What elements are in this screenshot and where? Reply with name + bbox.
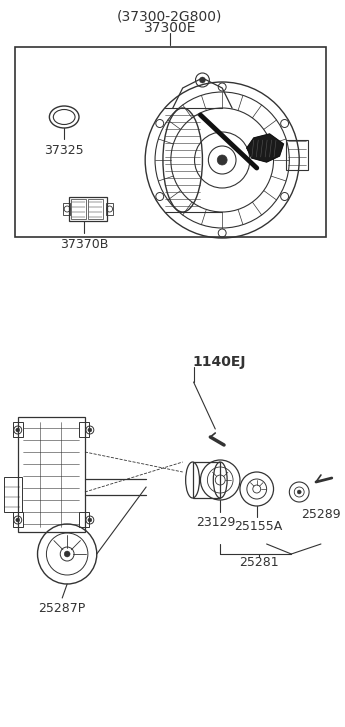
Bar <box>13 512 23 527</box>
Text: 37370B: 37370B <box>60 238 108 251</box>
Text: 37300E: 37300E <box>144 21 196 35</box>
Bar <box>69 197 107 221</box>
Bar <box>106 203 112 215</box>
Text: 25287P: 25287P <box>39 601 86 614</box>
Text: 25155A: 25155A <box>235 520 283 532</box>
Circle shape <box>199 77 205 83</box>
Text: 23129: 23129 <box>197 515 236 529</box>
Bar <box>18 417 85 532</box>
Bar <box>71 199 86 219</box>
Bar <box>63 203 70 215</box>
Circle shape <box>64 551 70 557</box>
Text: 25289: 25289 <box>301 507 341 521</box>
Bar <box>193 462 220 498</box>
Circle shape <box>217 155 227 165</box>
Text: (37300-2G800): (37300-2G800) <box>117 10 223 24</box>
Bar <box>79 512 89 527</box>
Circle shape <box>16 428 20 432</box>
Bar <box>286 140 308 170</box>
Bar <box>15 47 326 237</box>
Circle shape <box>16 518 20 522</box>
Circle shape <box>297 490 301 494</box>
Polygon shape <box>247 134 283 162</box>
Circle shape <box>88 518 92 522</box>
Text: 37325: 37325 <box>45 143 84 156</box>
Text: 1140EJ: 1140EJ <box>193 355 246 369</box>
Bar <box>79 422 89 437</box>
Bar <box>88 199 103 219</box>
Text: 25281: 25281 <box>239 555 278 569</box>
Circle shape <box>88 428 92 432</box>
Bar <box>4 477 22 512</box>
Bar <box>13 422 23 437</box>
